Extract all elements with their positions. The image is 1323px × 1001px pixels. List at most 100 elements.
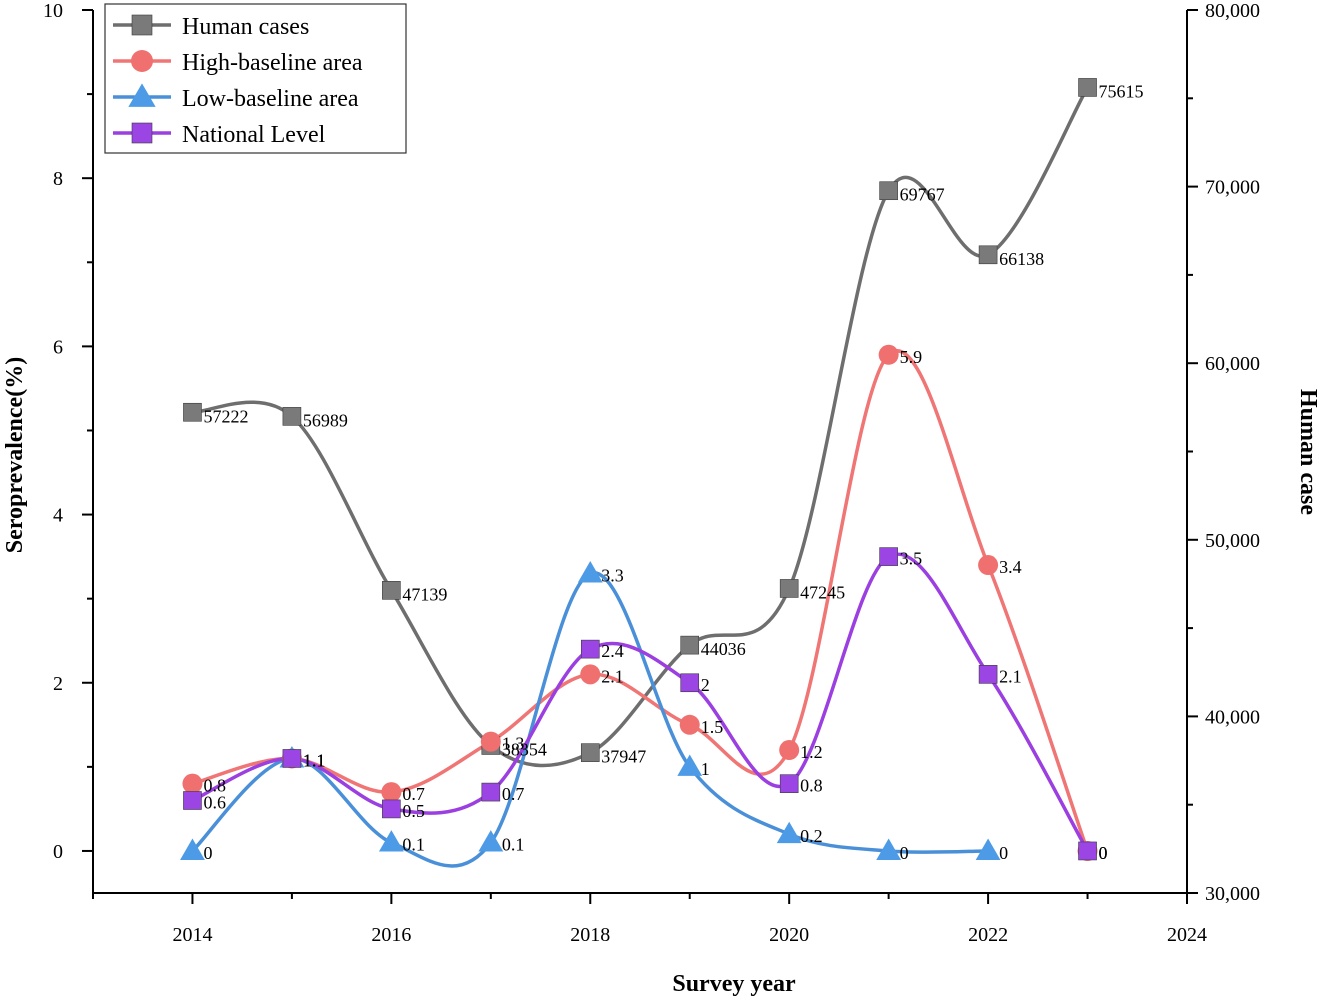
marker-high-baseline-area: [381, 782, 402, 803]
data-label-human-cases: 47245: [800, 582, 845, 602]
data-label-national-level: 2.4: [601, 641, 624, 661]
marker-human-cases: [282, 407, 302, 426]
data-label-national-level: 0: [1099, 843, 1108, 863]
data-label-low-baseline-area: 0.1: [502, 835, 525, 855]
y2-tick-label: 30,000: [1205, 883, 1260, 905]
data-label-high-baseline-area: 2.1: [601, 666, 624, 686]
marker-national-level: [779, 774, 799, 793]
marker-human-cases: [978, 245, 998, 265]
marker-high-baseline-area: [679, 714, 700, 735]
legend-marker-high-baseline-area: [131, 50, 153, 72]
data-label-human-cases: 56989: [303, 410, 348, 430]
x-tick-label: 2022: [968, 924, 1008, 946]
y-tick-label: 10: [43, 0, 63, 22]
data-label-high-baseline-area: 5.9: [900, 347, 923, 367]
data-label-national-level: 2: [701, 675, 710, 695]
marker-low-baseline-area: [577, 561, 603, 583]
data-label-national-level: 0.8: [800, 776, 823, 796]
data-label-human-cases: 38354: [502, 739, 547, 759]
marker-national-level: [481, 782, 501, 802]
data-label-human-cases: 66138: [999, 249, 1044, 269]
marker-low-baseline-area: [975, 838, 1001, 860]
marker-human-cases: [779, 579, 799, 598]
marker-high-baseline-area: [878, 344, 899, 365]
x-tick-label: 2018: [570, 924, 610, 946]
marker-human-cases: [382, 581, 401, 600]
marker-national-level: [282, 749, 302, 768]
data-label-national-level: 0.6: [203, 792, 226, 812]
y2-tick-label: 60,000: [1205, 353, 1260, 375]
marker-national-level: [580, 639, 600, 659]
data-label-human-cases: 44036: [701, 639, 746, 659]
data-label-high-baseline-area: 0.7: [402, 784, 425, 804]
series-line-low-baseline-area: [190, 571, 990, 868]
y-tick-label: 2: [53, 673, 63, 695]
legend-marker-national-level: [131, 122, 153, 144]
data-label-national-level: 2.1: [999, 666, 1022, 686]
data-label-low-baseline-area: 0: [900, 843, 909, 863]
legend: Human cases High-baseline area Low-baselin…: [104, 3, 407, 154]
marker-high-baseline-area: [580, 664, 601, 685]
legend-label-high-baseline-area: High-baseline area: [182, 50, 363, 76]
y-axis-title: Seroprevalence(%): [2, 357, 28, 553]
data-label-low-baseline-area: 0.2: [800, 826, 823, 846]
marker-human-cases: [183, 402, 202, 422]
y2-tick-label: 70,000: [1205, 177, 1260, 199]
marker-human-cases: [1078, 78, 1097, 97]
data-label-human-cases: 37947: [601, 747, 646, 767]
marker-high-baseline-area: [480, 731, 501, 752]
data-label-high-baseline-area: 3.4: [999, 557, 1022, 577]
y2-tick-label: 40,000: [1205, 706, 1260, 728]
y2-axis-title: Human case: [1295, 389, 1321, 515]
marker-low-baseline-area: [776, 821, 802, 844]
x-tick-label: 2024: [1167, 924, 1207, 946]
marker-low-baseline-area: [378, 830, 404, 852]
marker-national-level: [680, 673, 700, 693]
marker-national-level: [978, 665, 998, 684]
data-label-high-baseline-area: 1.5: [701, 717, 724, 737]
legend-label-human-cases: Human cases: [182, 14, 309, 40]
data-label-high-baseline-area: 0.8: [203, 776, 226, 796]
marker-high-baseline-area: [779, 740, 800, 761]
series-markers: [180, 78, 1098, 861]
data-label-human-cases: 75615: [1099, 81, 1144, 101]
legend-label-low-baseline-area: Low-baseline area: [182, 86, 359, 112]
data-label-human-cases: 69767: [900, 185, 945, 205]
legend-marker-low-baseline-area: [128, 83, 156, 107]
data-label-low-baseline-area: 0: [203, 843, 212, 863]
data-labels: 57222 56989 47139 38354 37947 44036 47245 69767…: [203, 81, 1143, 863]
data-label-high-baseline-area: 1.2: [800, 742, 823, 762]
marker-national-level: [183, 791, 202, 810]
y-tick-label: 8: [53, 168, 63, 190]
data-label-low-baseline-area: 1: [701, 759, 710, 779]
marker-high-baseline-area: [978, 555, 999, 576]
marker-national-level: [382, 799, 401, 819]
y-tick-label: 4: [53, 505, 63, 527]
legend-label-national-level: National Level: [182, 122, 326, 148]
data-label-low-baseline-area: 1.1: [303, 750, 326, 770]
data-label-low-baseline-area: 0.1: [402, 835, 425, 855]
marker-human-cases: [580, 743, 600, 762]
data-label-human-cases: 57222: [203, 406, 248, 426]
data-label-national-level: 0.5: [402, 801, 425, 821]
data-label-high-baseline-area: 1.3: [502, 734, 525, 754]
data-label-national-level: 1.1: [303, 750, 326, 770]
data-label-high-baseline-area: 1.1: [303, 750, 326, 770]
legend-marker-human-cases: [131, 14, 153, 36]
marker-human-cases: [680, 635, 700, 655]
y-tick-label: 0: [53, 841, 63, 863]
marker-low-baseline-area: [180, 838, 205, 860]
legend-box: [104, 3, 407, 154]
data-label-low-baseline-area: 0: [999, 843, 1008, 863]
marker-human-cases: [879, 181, 898, 201]
data-label-high-baseline-area: 0: [1099, 843, 1108, 863]
y-tick-label: 6: [53, 336, 63, 358]
marker-national-level: [1078, 841, 1097, 861]
marker-high-baseline-area: [182, 773, 203, 794]
y2-tick-label: 50,000: [1205, 530, 1260, 552]
y2-tick-label: 80,000: [1205, 0, 1260, 22]
data-label-human-cases: 47139: [402, 584, 447, 604]
x-tick-label: 2016: [371, 924, 411, 946]
